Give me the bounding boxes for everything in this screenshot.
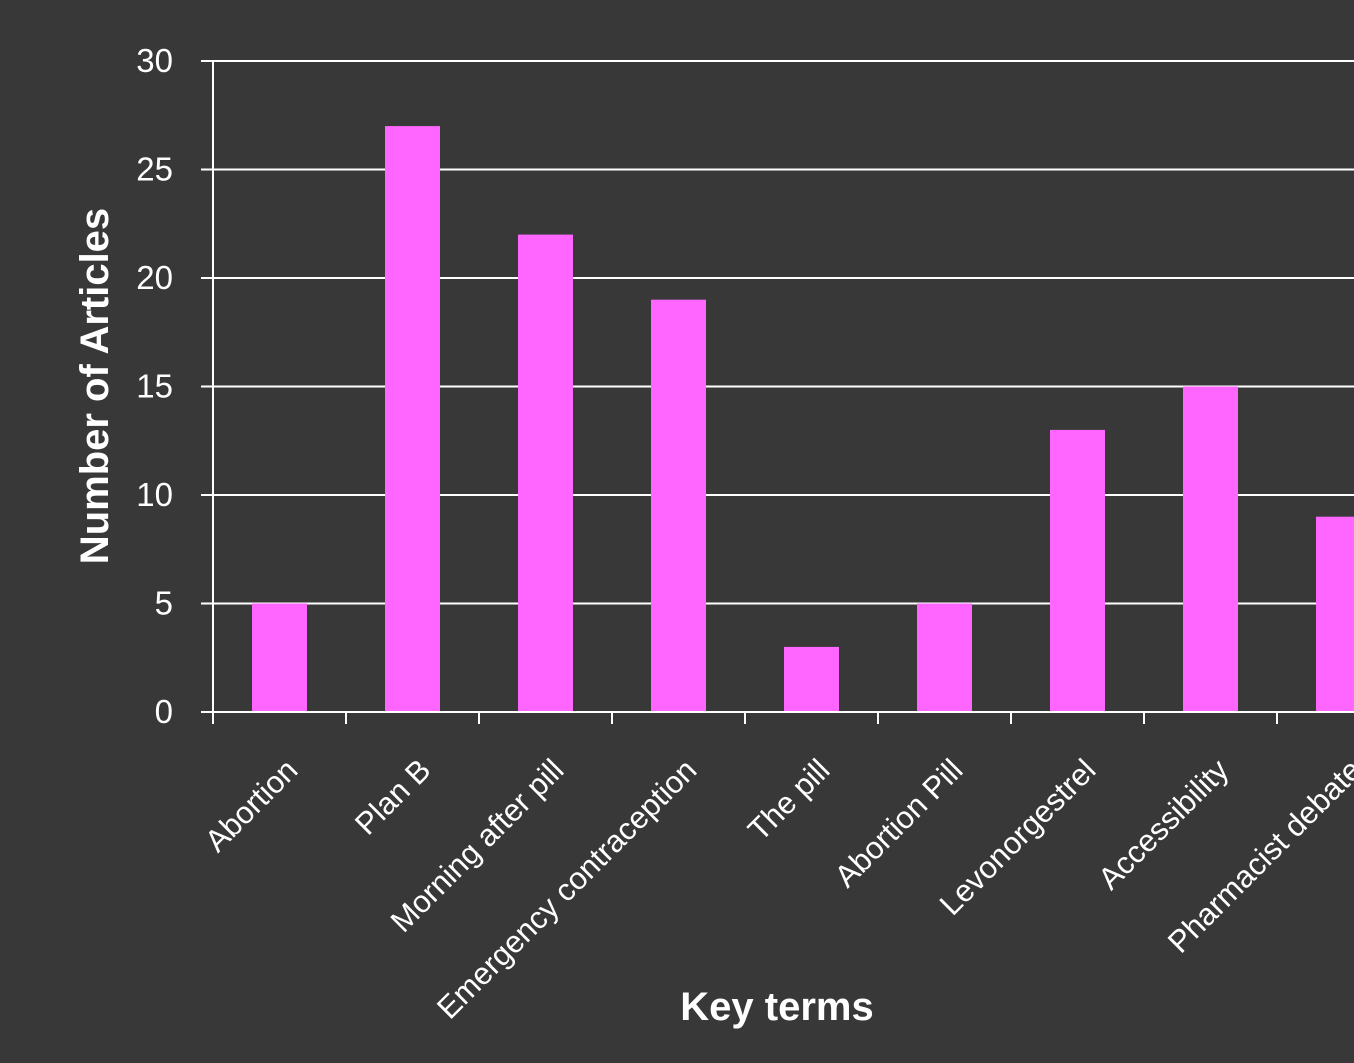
y-tick-label: 0 bbox=[155, 693, 173, 730]
y-tick-label: 30 bbox=[136, 42, 173, 79]
bar-the-pill bbox=[784, 646, 839, 712]
y-axis-title: Number of Articles bbox=[73, 208, 117, 564]
y-tick-label: 25 bbox=[136, 151, 173, 188]
x-tick-label: Abortion bbox=[198, 752, 304, 858]
y-tick-label: 15 bbox=[136, 368, 173, 405]
bar-accessibility bbox=[1183, 386, 1238, 712]
bars bbox=[252, 126, 1354, 713]
bar-morning-after-pill bbox=[518, 234, 573, 712]
bar-plan-b bbox=[385, 126, 440, 713]
x-tick-label: Accessibility bbox=[1091, 752, 1235, 896]
y-tick-label: 10 bbox=[136, 476, 173, 513]
y-tick-label: 20 bbox=[136, 259, 173, 296]
x-tick-label: Plan B bbox=[348, 752, 437, 841]
bar-abortion-pill bbox=[917, 603, 972, 712]
x-tick-label: Emergency contraception bbox=[430, 752, 703, 1025]
x-tick-label: Abortion Pill bbox=[828, 752, 970, 894]
bar-pharmacist-debate bbox=[1316, 516, 1354, 712]
bar-levonorgestrel bbox=[1050, 429, 1105, 712]
y-tick-labels: 0 5 10 15 20 25 30 bbox=[136, 42, 173, 730]
axes bbox=[201, 60, 1354, 724]
x-tick-label: The pill bbox=[741, 752, 836, 847]
bar-emergency-contraception bbox=[651, 299, 706, 712]
gridlines bbox=[213, 60, 1354, 605]
bar-abortion bbox=[252, 603, 307, 712]
y-tick-label: 5 bbox=[155, 585, 173, 622]
x-axis-title: Key terms bbox=[680, 985, 873, 1029]
